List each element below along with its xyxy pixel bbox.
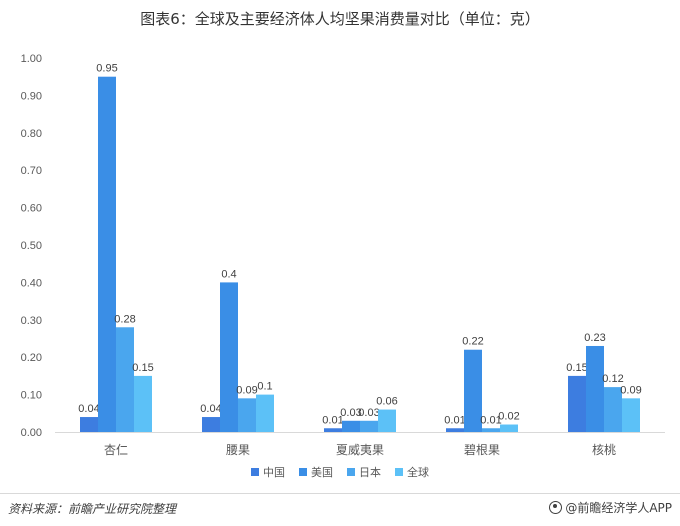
data-label: 0.01 [322,414,343,426]
data-label: 0.15 [566,362,587,374]
x-category-label: 碧根果 [464,443,500,457]
legend-label: 中国 [263,466,285,479]
data-label: 0.04 [200,403,221,415]
bar [202,417,220,432]
y-tick-label: 0.20 [21,352,42,364]
bar [342,420,360,432]
legend-swatch [251,468,259,476]
source-note: 资料来源：前瞻产业研究院整理 [8,502,177,516]
legend-item: 中国 [251,464,285,480]
y-axis: 0.00 0.10 0.20 0.30 0.40 0.50 0.60 0.70 0.80 0.90… [21,53,42,439]
bar [482,428,500,432]
legend-label: 日本 [359,466,381,479]
y-tick-label: 0.70 [21,165,42,177]
data-label: 0.04 [78,403,99,415]
data-label: 0.09 [620,384,641,396]
bar [622,398,640,432]
bar [446,428,464,432]
bar [500,424,518,432]
legend-swatch [347,468,355,476]
x-category-label: 核桃 [592,442,616,457]
y-tick-label: 0.50 [21,240,42,252]
bar [604,387,622,432]
legend-item: 全球 [395,464,429,480]
bar [586,345,604,432]
y-tick-label: 0.90 [21,90,42,102]
data-label: 0.22 [462,336,483,348]
brand-credit: @前瞻经济学人APP [549,499,672,516]
data-label: 0.03 [340,407,361,419]
bar [378,409,396,432]
data-label: 0.03 [358,407,379,419]
bar [116,327,134,432]
legend-item: 美国 [299,464,333,480]
data-label: 0.15 [132,362,153,374]
bar [360,420,378,432]
data-label: 0.02 [498,411,519,423]
y-tick-label: 0.60 [21,203,42,215]
data-label: 0.23 [584,332,605,344]
bar [220,282,238,432]
brand-text: @前瞻经济学人APP [565,501,672,515]
data-label: 0.1 [257,381,272,393]
y-tick-label: 0.10 [21,390,42,402]
legend-swatch [299,468,307,476]
footer-divider [0,493,680,494]
bar [134,375,152,432]
data-label: 0.28 [114,313,135,325]
y-tick-label: 0.40 [21,277,42,289]
legend-item: 日本 [347,464,381,480]
y-tick-label: 0.30 [21,315,42,327]
y-tick-label: 0.80 [21,128,42,140]
bars: 0.040.950.280.150.040.40.09 0.10.010.030.… [78,63,642,432]
legend-label: 全球 [407,466,429,479]
legend-label: 美国 [311,466,333,479]
brand-logo-icon [549,501,563,514]
data-label: 0.01 [444,414,465,426]
y-tick-label: 1.00 [21,53,42,65]
bar [324,428,342,432]
chart-title: 图表6：全球及主要经济体人均坚果消费量对比（单位：克） [140,10,540,28]
x-category-label: 夏威夷果 [336,442,384,457]
bar [98,76,116,432]
bar [238,398,256,432]
bar [464,349,482,432]
data-label: 0.01 [480,414,501,426]
bar [80,417,98,432]
data-label: 0.06 [376,396,397,408]
data-label: 0.09 [236,384,257,396]
x-axis: 杏仁 腰果 夏威夷果 碧根果 核桃 [55,432,665,457]
x-category-label: 腰果 [226,443,250,457]
y-tick-label: 0.00 [21,427,42,439]
x-category-label: 杏仁 [104,443,128,457]
legend-swatch [395,468,403,476]
data-label: 0.4 [221,268,236,280]
bar [256,394,274,432]
legend: 中国 美国 日本 全球 [0,464,680,480]
bar [568,375,586,432]
data-label: 0.12 [602,373,623,385]
data-label: 0.95 [96,63,117,75]
